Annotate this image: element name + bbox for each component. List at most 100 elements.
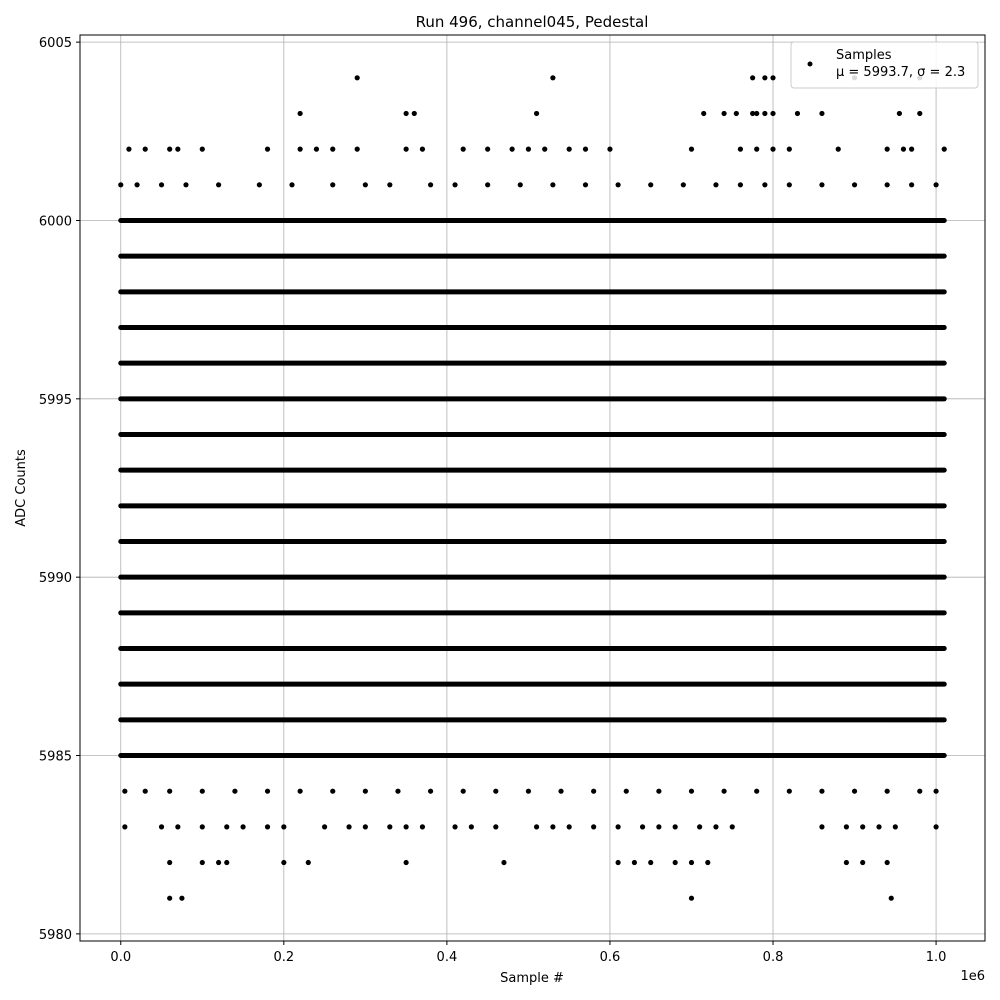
data-point	[786, 788, 792, 794]
data-point	[256, 182, 262, 188]
data-point	[395, 788, 401, 794]
data-point	[411, 110, 417, 117]
data-point	[909, 182, 915, 188]
data-point	[362, 182, 368, 188]
data-point	[175, 146, 181, 152]
x-tick-label: 0.6	[600, 950, 621, 965]
data-point	[199, 788, 205, 794]
data-point	[762, 110, 768, 117]
data-point	[167, 859, 173, 866]
x-tick-label: 0.4	[437, 950, 458, 965]
data-point	[126, 146, 132, 152]
data-point	[566, 824, 572, 830]
data-point	[770, 146, 776, 152]
data-point	[264, 146, 271, 152]
data-point	[167, 895, 173, 901]
data-point	[199, 824, 205, 830]
data-point	[750, 75, 756, 81]
data-point	[713, 182, 719, 188]
x-tick-label: 1.0	[926, 950, 947, 965]
data-point	[122, 824, 128, 830]
data-point	[558, 788, 564, 794]
data-point	[216, 182, 222, 188]
data-point	[427, 182, 434, 188]
data-point	[297, 110, 303, 117]
data-point	[509, 146, 515, 152]
data-point	[403, 859, 409, 866]
data-point	[721, 788, 727, 794]
data-point	[794, 110, 801, 117]
data-point	[933, 788, 939, 794]
x-axis-label: Sample #	[500, 971, 564, 986]
data-point	[729, 824, 735, 830]
data-point	[754, 146, 760, 152]
data-point	[737, 182, 744, 188]
data-point	[762, 182, 768, 188]
plot-frame	[79, 34, 986, 942]
data-point	[289, 182, 295, 188]
data-point	[216, 859, 222, 866]
data-point	[615, 182, 621, 188]
data-point	[860, 824, 866, 830]
data-point	[224, 824, 230, 830]
x-tick-label: 0.0	[110, 950, 131, 965]
data-point	[851, 182, 858, 188]
data-point	[485, 182, 491, 188]
data-point	[167, 788, 173, 794]
data-point	[721, 110, 727, 117]
x-axis-offset-label: 1e6	[960, 969, 985, 984]
data-point	[909, 146, 915, 152]
data-point	[346, 824, 352, 830]
data-point	[819, 110, 825, 117]
data-point	[582, 146, 589, 152]
data-point	[688, 146, 695, 152]
data-point	[680, 182, 686, 188]
data-point	[591, 824, 597, 830]
data-point	[183, 182, 189, 188]
data-point	[403, 146, 409, 152]
data-point	[688, 895, 695, 901]
data-point	[688, 859, 695, 866]
y-tick-label: 5995	[39, 393, 72, 408]
data-point	[199, 146, 205, 152]
data-point	[607, 146, 613, 152]
data-point	[321, 824, 328, 830]
axis-ticks: 0.0 0.2 0.4 0.6 0.8 1.0 5980 5985 5990 5995 6000 60…	[39, 36, 947, 965]
data-point	[770, 110, 776, 117]
data-point	[843, 824, 849, 830]
data-point	[542, 146, 548, 152]
data-point	[754, 110, 760, 117]
y-tick-label: 5990	[39, 571, 72, 586]
data-point	[305, 859, 311, 866]
data-point	[158, 824, 165, 830]
data-point	[860, 859, 866, 866]
data-point	[179, 895, 185, 901]
data-point	[896, 110, 902, 117]
data-point	[427, 788, 434, 794]
data-point	[631, 859, 638, 866]
data-point	[713, 824, 719, 830]
data-point	[701, 110, 707, 117]
data-point	[142, 788, 148, 794]
data-point	[591, 788, 597, 794]
data-point	[330, 146, 336, 152]
data-point	[697, 824, 703, 830]
data-point	[134, 182, 140, 188]
data-point	[582, 182, 589, 188]
data-point	[387, 182, 393, 188]
data-point	[750, 110, 756, 117]
data-point	[819, 182, 825, 188]
legend-stats: μ = 5993.7, σ = 2.3	[836, 65, 965, 80]
data-point	[819, 788, 825, 794]
data-point	[240, 824, 246, 830]
data-point	[615, 859, 621, 866]
y-axis-label: ADC Counts	[14, 449, 29, 527]
data-point	[199, 859, 205, 866]
data-point	[615, 824, 621, 830]
data-point	[770, 75, 776, 81]
data-point	[533, 824, 540, 830]
data-point	[672, 859, 678, 866]
data-point	[892, 824, 898, 830]
data-point	[362, 788, 368, 794]
